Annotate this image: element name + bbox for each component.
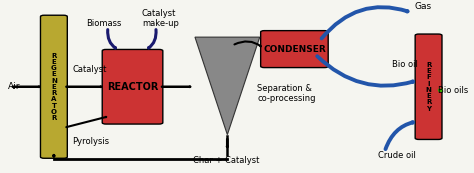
Text: Char + Catalyst: Char + Catalyst (192, 156, 259, 165)
Text: CONDENSER: CONDENSER (263, 45, 326, 54)
Text: R
E
F
I
N
E
R
Y: R E F I N E R Y (426, 62, 431, 112)
FancyBboxPatch shape (415, 34, 442, 139)
Text: Gas: Gas (415, 2, 432, 11)
Text: Catalyst
make-up: Catalyst make-up (142, 9, 179, 28)
Text: Crude oil: Crude oil (378, 151, 416, 160)
FancyBboxPatch shape (40, 15, 67, 158)
Text: R
E
G
E
N
E
R
A
T
O
R: R E G E N E R A T O R (51, 52, 57, 121)
Text: REACTOR: REACTOR (107, 82, 158, 92)
Text: Biomass: Biomass (86, 19, 122, 28)
Text: Bio oils: Bio oils (438, 86, 468, 95)
FancyBboxPatch shape (102, 49, 163, 124)
Text: Bio oil: Bio oil (392, 60, 418, 69)
Text: Pyrolysis: Pyrolysis (73, 137, 109, 146)
Polygon shape (195, 37, 260, 135)
Text: Separation &
co-processing: Separation & co-processing (257, 84, 316, 103)
Text: Catalyst: Catalyst (73, 65, 107, 74)
Text: Air: Air (8, 82, 20, 91)
FancyBboxPatch shape (261, 31, 328, 68)
